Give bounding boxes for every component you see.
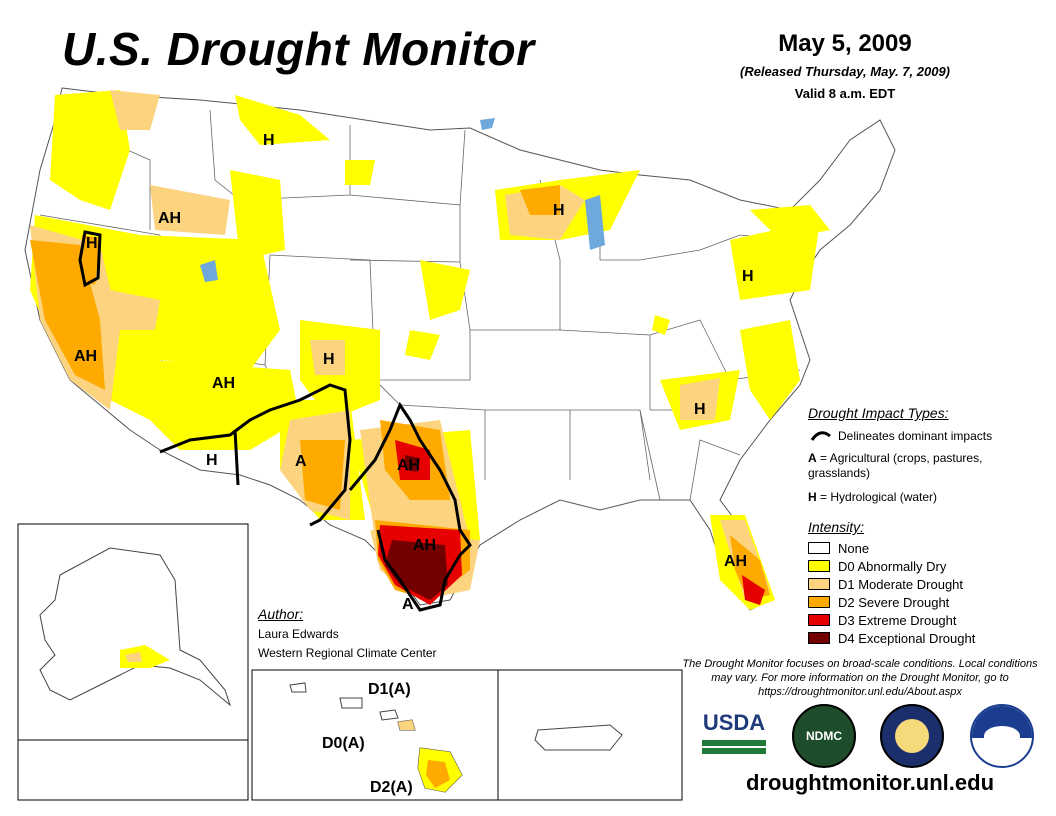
impact-agricultural: A = Agricultural (crops, pastures, grass… bbox=[808, 451, 1008, 481]
puerto-rico-outline bbox=[534, 724, 623, 751]
impact-lines bbox=[78, 230, 472, 612]
label-h-carolinas: H bbox=[694, 401, 706, 418]
usda-logo: USDA bbox=[702, 710, 766, 756]
intensity-swatch bbox=[808, 542, 830, 554]
impact-hydrological: H = Hydrological (water) bbox=[808, 490, 937, 505]
intensity-legend-item: D4 Exceptional Drought bbox=[808, 630, 975, 646]
intensity-legend-item: D1 Moderate Drought bbox=[808, 576, 963, 592]
hawaii-label-d0: D0(A) bbox=[322, 735, 365, 752]
ndmc-logo: NDMC bbox=[792, 704, 856, 768]
author-heading: Author: bbox=[258, 606, 304, 622]
intensity-legend-item: D0 Abnormally Dry bbox=[808, 558, 946, 574]
bigisland-d2 bbox=[426, 760, 450, 788]
impact-heading: Drought Impact Types: bbox=[808, 405, 949, 421]
intensity-legend-item: D2 Severe Drought bbox=[808, 594, 949, 610]
intensity-label: D2 Severe Drought bbox=[838, 594, 950, 610]
label-h-nevada: H bbox=[86, 235, 98, 252]
hawaii-label-d1: D1(A) bbox=[368, 681, 411, 698]
intensity-swatch bbox=[808, 614, 830, 626]
intensity-label: D1 Moderate Drought bbox=[838, 576, 964, 592]
intensity-swatch bbox=[808, 596, 830, 608]
intensity-label: D3 Extreme Drought bbox=[838, 612, 957, 628]
disclaimer-text: The Drought Monitor focuses on broad-sca… bbox=[682, 658, 1038, 698]
valid-time: Valid 8 a.m. EDT bbox=[794, 86, 896, 101]
impact-a-text: = Agricultural (crops, pastures, grassla… bbox=[808, 451, 983, 480]
d4-regions bbox=[385, 455, 448, 600]
intensity-swatch bbox=[808, 560, 830, 572]
intensity-legend-item: None bbox=[808, 540, 869, 556]
impact-h-prefix: H bbox=[808, 490, 817, 504]
intensity-label: None bbox=[838, 540, 870, 556]
intensity-swatch bbox=[808, 632, 830, 644]
impact-h-text: = Hydrological (water) bbox=[816, 490, 938, 504]
ndmc-logo-text: NDMC bbox=[806, 729, 842, 743]
label-a-new-mexico: A bbox=[295, 453, 307, 470]
label-ah-oklahoma: AH bbox=[397, 457, 420, 474]
intensity-swatch bbox=[808, 578, 830, 590]
label-ah-florida: AH bbox=[724, 553, 747, 570]
label-ah-utah: AH bbox=[212, 375, 235, 392]
label-a-south-texas: A bbox=[402, 596, 414, 613]
map-date: May 5, 2009 bbox=[778, 30, 912, 57]
author-org: Western Regional Climate Center bbox=[258, 646, 437, 660]
usda-logo-text: USDA bbox=[702, 710, 766, 735]
intensity-legend-item: D3 Extreme Drought bbox=[808, 612, 957, 628]
intensity-label: D0 Abnormally Dry bbox=[838, 558, 947, 574]
label-h-colorado: H bbox=[323, 351, 335, 368]
label-h-pennsylvania: H bbox=[742, 268, 754, 285]
page-title: U.S. Drought Monitor bbox=[62, 23, 535, 75]
label-h-north-rockies: H bbox=[263, 132, 275, 149]
intensity-heading: Intensity: bbox=[808, 519, 865, 535]
label-h-wisconsin: H bbox=[553, 202, 565, 219]
commerce-seal-icon bbox=[880, 704, 944, 768]
lakes bbox=[200, 118, 605, 282]
impact-a-prefix: A bbox=[808, 451, 817, 465]
noaa-logo-icon bbox=[970, 704, 1034, 768]
delineate-line-icon bbox=[810, 431, 831, 441]
alaska-d0 bbox=[120, 645, 170, 668]
label-ah-california: AH bbox=[74, 348, 97, 365]
label-ah-texas: AH bbox=[413, 537, 436, 554]
author-name: Laura Edwards bbox=[258, 627, 339, 641]
release-date: (Released Thursday, May. 7, 2009) bbox=[739, 64, 951, 79]
label-ah-idaho: AH bbox=[158, 210, 181, 227]
maui-d1 bbox=[398, 720, 415, 730]
alaska-d1 bbox=[125, 652, 142, 662]
impact-delineates: Delineates dominant impacts bbox=[838, 429, 993, 443]
website-link[interactable]: droughtmonitor.unl.edu bbox=[745, 770, 995, 795]
intensity-label: D4 Exceptional Drought bbox=[838, 630, 976, 646]
hawaii-label-d2: D2(A) bbox=[370, 779, 413, 796]
label-h-arizona: H bbox=[206, 452, 218, 469]
